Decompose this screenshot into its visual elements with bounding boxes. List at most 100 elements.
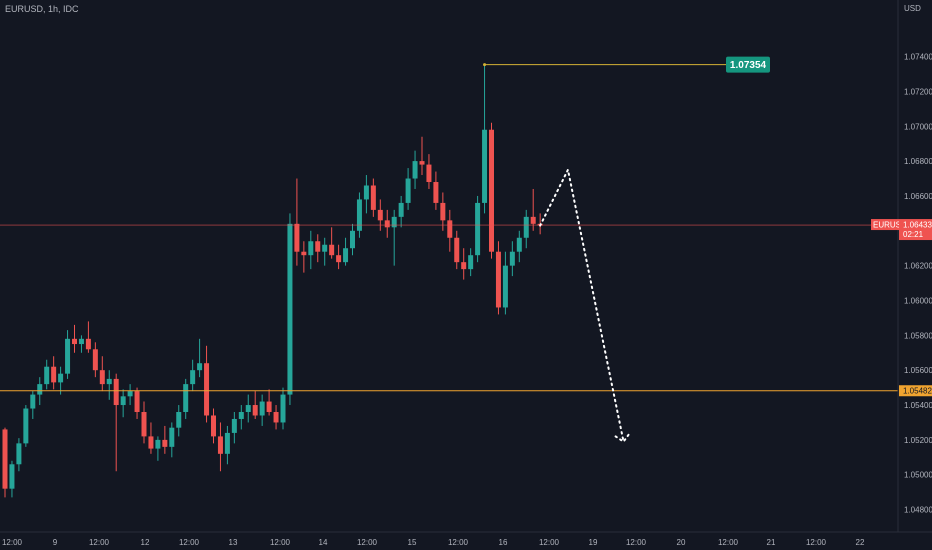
- time-tick-label: 12:00: [539, 538, 560, 547]
- horizontal-lines-layer: [0, 63, 898, 392]
- candles-layer: [2, 65, 543, 498]
- projection-end-marker: [614, 432, 631, 443]
- candle-body: [356, 199, 362, 231]
- time-tick-label: 16: [499, 538, 508, 547]
- time-tick-label: 12:00: [357, 538, 378, 547]
- candle-body: [523, 216, 529, 238]
- candle-body: [204, 363, 210, 416]
- time-tick-label: 13: [229, 538, 238, 547]
- candle-body: [238, 412, 244, 419]
- candle-body: [231, 418, 237, 433]
- candle-body: [92, 349, 98, 371]
- symbol-tag-label: EURUSD: [873, 221, 907, 230]
- candle-body: [197, 363, 203, 371]
- time-tick-label: 15: [408, 538, 417, 547]
- time-tick-label: 12: [141, 538, 150, 547]
- candle-body: [106, 378, 112, 385]
- candle-body: [51, 366, 57, 383]
- target-anchor-point: [483, 63, 487, 67]
- candle-body: [398, 202, 404, 217]
- candle-body: [495, 251, 501, 308]
- time-tick-label: 21: [767, 538, 776, 547]
- price-tick-label: 1.07200: [904, 87, 932, 96]
- time-tick-label: 20: [677, 538, 686, 547]
- time-tick-label: 9: [53, 538, 58, 547]
- candle-body: [85, 338, 91, 350]
- candle-body: [259, 401, 265, 416]
- candle-body: [405, 178, 411, 203]
- time-axis[interactable]: 12:00 9 12:00 12 12:00 13 12:00 14 12:00 15 12:00 1…: [2, 538, 865, 547]
- candle-body: [224, 432, 230, 454]
- candle-body: [176, 412, 182, 428]
- time-tick-label: 14: [319, 538, 328, 547]
- candle-body: [516, 237, 522, 252]
- candle-body: [329, 244, 335, 256]
- candle-body: [211, 415, 216, 437]
- candle-body: [315, 241, 321, 252]
- candle-body: [287, 223, 293, 395]
- price-tick-label: 1.05800: [904, 331, 932, 340]
- candle-body: [377, 209, 383, 221]
- candle-body: [294, 223, 300, 252]
- candle-body: [266, 401, 272, 413]
- symbol-label[interactable]: EURUSD, 1h, IDC: [5, 4, 79, 14]
- time-tick-label: 12:00: [179, 538, 200, 547]
- candle-body: [72, 338, 77, 345]
- candle-body: [384, 220, 390, 228]
- price-tick-label: 1.05200: [904, 436, 932, 445]
- candle-body: [301, 251, 307, 256]
- price-tick-label: 1.05000: [904, 471, 932, 480]
- target-price-badge: [726, 56, 770, 73]
- time-tick-label: 12:00: [626, 538, 647, 547]
- time-tick-label: 12:00: [806, 538, 827, 547]
- candle-body: [502, 265, 508, 308]
- price-tick-label: 1.05600: [904, 366, 932, 375]
- candle-body: [120, 396, 126, 406]
- projection-path-line: [539, 166, 625, 443]
- price-tick-label: 1.05400: [904, 401, 932, 410]
- candle-body: [412, 161, 418, 179]
- candle-body: [16, 443, 22, 465]
- price-tick-label: 1.04800: [904, 506, 932, 515]
- price-tick-label: 1.06800: [904, 157, 932, 166]
- candle-body: [162, 439, 168, 447]
- candle-body: [322, 244, 328, 252]
- projection-path: [539, 166, 631, 443]
- candle-body: [141, 412, 147, 437]
- candle-body: [99, 370, 105, 385]
- time-tick-label: 12:00: [448, 538, 469, 547]
- candle-body: [58, 373, 64, 383]
- candle-body: [37, 384, 43, 395]
- price-tick-label: 1.07400: [904, 53, 932, 62]
- candle-body: [273, 412, 279, 423]
- support-level-tag-label: 1.05482: [903, 387, 932, 396]
- candle-body: [350, 230, 355, 249]
- time-tick-label: 19: [589, 538, 598, 547]
- candle-body: [509, 251, 515, 266]
- candle-body: [475, 202, 481, 256]
- support-level-tag: [899, 385, 932, 397]
- candle-body: [440, 202, 446, 221]
- candle-body: [23, 408, 29, 444]
- candle-body: [280, 394, 286, 423]
- price-tick-label: 1.06000: [904, 296, 932, 305]
- candle-body: [30, 394, 36, 409]
- countdown-label: 02:21: [903, 230, 924, 239]
- price-tick-label: 1.07000: [904, 122, 932, 131]
- candle-body: [419, 161, 425, 165]
- candle-body: [336, 255, 342, 263]
- candle-body: [169, 427, 175, 447]
- candle-body: [363, 185, 369, 200]
- candle-body: [44, 366, 50, 385]
- time-tick-label: 12:00: [2, 538, 23, 547]
- currency-label: USD: [904, 4, 921, 13]
- candle-body: [308, 241, 314, 256]
- candle-body: [433, 182, 439, 203]
- candle-body: [127, 391, 133, 397]
- candle-body: [65, 338, 71, 374]
- candle-body: [482, 129, 488, 203]
- candle-body: [468, 255, 474, 270]
- candle-body: [489, 129, 494, 252]
